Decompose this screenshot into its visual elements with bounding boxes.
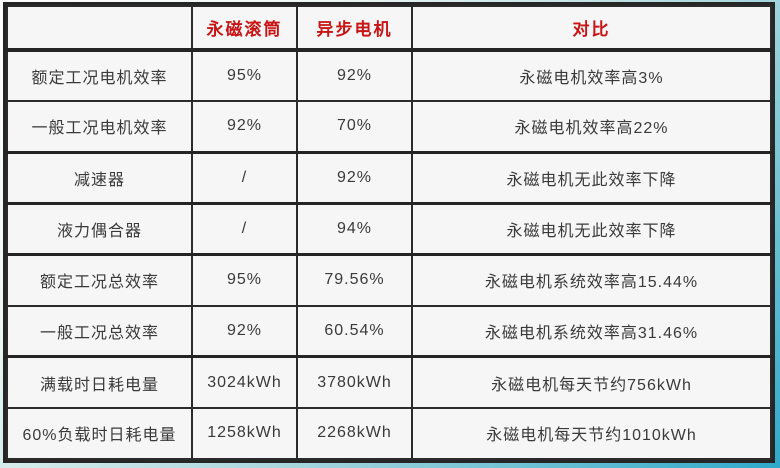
pm-value-cell: 3024kWh: [191, 355, 298, 409]
pm-value-cell: 1258kWh: [191, 406, 298, 461]
efficiency-comparison-table: 永磁滚筒 异步电机 对比 额定工况电机效率 95% 92% 永磁电机效率高3% …: [6, 5, 772, 461]
table-row: 60%负载时日耗电量 1258kWh 2268kWh 永磁电机每天节约1010k…: [6, 406, 772, 461]
pm-value-cell: /: [191, 201, 298, 256]
pm-value-cell: 92%: [191, 304, 298, 358]
row-label-cell: 液力偶合器: [6, 201, 193, 256]
async-value-cell: 2268kWh: [296, 406, 413, 461]
async-value-cell: 94%: [296, 201, 413, 256]
row-label-cell: 额定工况总效率: [6, 252, 193, 307]
async-value-cell: 92%: [296, 48, 413, 103]
table-row: 满载时日耗电量 3024kWh 3780kWh 永磁电机每天节约756kWh: [6, 355, 772, 409]
header-row: 永磁滚筒 异步电机 对比: [6, 5, 772, 52]
table-row: 减速器 / 92% 永磁电机无此效率下降: [6, 150, 772, 205]
row-label-cell: 满载时日耗电量: [6, 355, 193, 409]
table-row: 一般工况电机效率 92% 70% 永磁电机效率高22%: [6, 100, 772, 154]
comparison-cell: 永磁电机无此效率下降: [411, 201, 772, 256]
row-label-cell: 一般工况电机效率: [6, 100, 193, 154]
async-value-cell: 3780kWh: [296, 355, 413, 409]
comparison-cell: 永磁电机每天节约1010kWh: [411, 406, 772, 461]
pm-value-cell: 95%: [191, 48, 298, 103]
pm-value-cell: 92%: [191, 100, 298, 154]
comparison-cell: 永磁电机效率高3%: [411, 48, 772, 103]
table-row: 液力偶合器 / 94% 永磁电机无此效率下降: [6, 201, 772, 256]
pm-value-cell: /: [191, 150, 298, 205]
comparison-cell: 永磁电机效率高22%: [411, 100, 772, 154]
column-header-blank: [6, 5, 193, 52]
comparison-cell: 永磁电机系统效率高31.46%: [411, 304, 772, 358]
table-row: 一般工况总效率 92% 60.54% 永磁电机系统效率高31.46%: [6, 304, 772, 358]
async-value-cell: 60.54%: [296, 304, 413, 358]
table-row: 额定工况电机效率 95% 92% 永磁电机效率高3%: [6, 48, 772, 103]
async-value-cell: 79.56%: [296, 252, 413, 307]
comparison-cell: 永磁电机无此效率下降: [411, 150, 772, 205]
column-header-comparison: 对比: [411, 5, 772, 52]
pm-value-cell: 95%: [191, 252, 298, 307]
table-row: 额定工况总效率 95% 79.56% 永磁电机系统效率高15.44%: [6, 252, 772, 307]
column-header-pm-roller: 永磁滚筒: [191, 5, 298, 52]
row-label-cell: 60%负载时日耗电量: [6, 406, 193, 461]
comparison-table-container: 永磁滚筒 异步电机 对比 额定工况电机效率 95% 92% 永磁电机效率高3% …: [3, 2, 775, 463]
comparison-cell: 永磁电机每天节约756kWh: [411, 355, 772, 409]
column-header-async-motor: 异步电机: [296, 5, 413, 52]
async-value-cell: 70%: [296, 100, 413, 154]
comparison-cell: 永磁电机系统效率高15.44%: [411, 252, 772, 307]
row-label-cell: 减速器: [6, 150, 193, 205]
row-label-cell: 额定工况电机效率: [6, 48, 193, 103]
row-label-cell: 一般工况总效率: [6, 304, 193, 358]
async-value-cell: 92%: [296, 150, 413, 205]
